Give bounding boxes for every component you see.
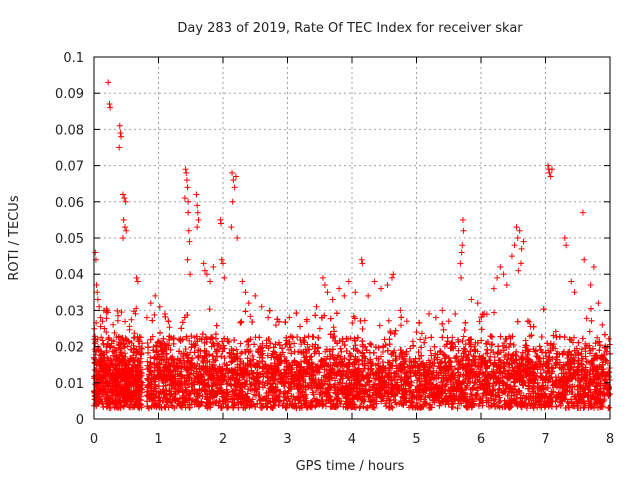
data-point — [102, 386, 109, 393]
data-point — [98, 334, 105, 341]
data-point — [100, 403, 107, 410]
data-point — [110, 321, 117, 328]
data-points — [91, 79, 613, 412]
data-point — [118, 401, 125, 408]
data-point — [135, 338, 142, 345]
data-point — [118, 309, 125, 316]
data-point — [99, 337, 106, 344]
data-point — [133, 305, 140, 312]
data-point — [123, 336, 130, 343]
data-point — [122, 318, 129, 325]
data-point — [102, 385, 109, 392]
data-point — [136, 404, 143, 411]
data-point — [108, 360, 115, 367]
data-point — [134, 333, 141, 340]
data-point — [117, 372, 124, 379]
data-point — [114, 307, 121, 314]
data-point — [111, 329, 118, 336]
data-point — [137, 350, 144, 357]
data-point — [138, 350, 145, 357]
data-point — [138, 345, 145, 352]
data-point — [128, 389, 135, 396]
data-point — [107, 356, 114, 363]
data-point — [103, 315, 110, 322]
data-point — [137, 369, 144, 376]
data-point — [115, 312, 122, 319]
data-point — [131, 330, 138, 337]
data-point — [91, 333, 98, 340]
data-point — [97, 352, 104, 359]
data-point — [97, 323, 104, 330]
chart-title: Day 283 of 2019, Rate Of TEC Index for r… — [177, 21, 523, 36]
data-point — [105, 381, 112, 388]
